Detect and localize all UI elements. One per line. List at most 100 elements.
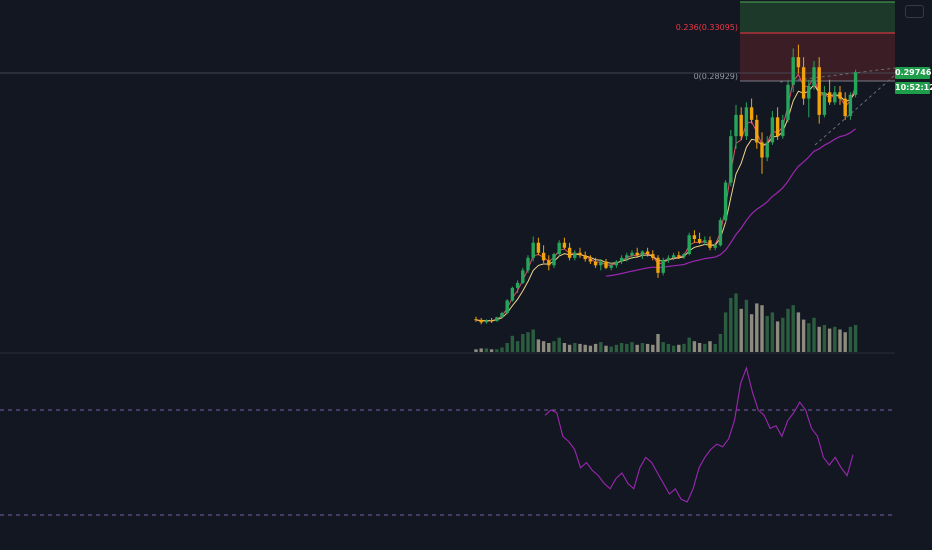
candle-body	[541, 252, 546, 261]
volume-bar	[557, 337, 561, 352]
volume-bar	[807, 323, 811, 352]
volume-bar	[474, 349, 478, 352]
volume-bar	[838, 329, 842, 352]
fib-zone-upper	[740, 2, 895, 33]
volume-bar	[484, 348, 489, 352]
fibonacci-retracement: 0.236(0.33095) 0(0.28929)	[676, 1, 895, 82]
candle-body	[801, 67, 806, 99]
ema-mid-line	[475, 83, 857, 322]
volume-bar	[760, 305, 764, 352]
candle-body	[697, 238, 702, 243]
volume-bar	[822, 325, 827, 352]
fib-label-0236: 0.236(0.33095)	[676, 23, 738, 32]
candle-body	[682, 254, 686, 257]
candle-body	[510, 287, 515, 301]
volume-bar	[692, 341, 697, 352]
moving-averages	[475, 73, 857, 322]
volume-bar	[645, 343, 650, 352]
candle-body	[677, 255, 681, 257]
volume-bar	[521, 334, 525, 352]
volume-bar	[739, 308, 743, 352]
volume-bar	[796, 312, 801, 352]
volume-bar	[599, 342, 603, 352]
volume-bar	[656, 334, 660, 352]
volume-bar	[562, 343, 567, 352]
volume-bar	[682, 343, 686, 352]
volume-bar	[671, 345, 676, 352]
candle-body	[796, 57, 801, 68]
candle-body	[495, 317, 499, 322]
volume-bar	[755, 303, 759, 352]
candle-body	[734, 114, 738, 137]
candle-body	[713, 245, 717, 248]
volume-bar	[567, 344, 572, 352]
rsi-line	[544, 366, 854, 503]
volume-bar	[630, 342, 634, 352]
volume-bar	[505, 343, 509, 352]
candle-body	[791, 57, 795, 85]
candle-body	[770, 117, 775, 143]
candle-body	[593, 261, 598, 266]
candle-body	[755, 119, 759, 143]
chart-settings-button[interactable]	[905, 5, 924, 18]
candle-body	[531, 242, 535, 258]
candle-body	[744, 107, 749, 137]
volume-bar	[677, 344, 681, 352]
candle-body	[838, 92, 842, 99]
volume-bar	[848, 326, 853, 352]
volume-bar	[531, 329, 535, 352]
candle-body	[625, 255, 629, 258]
volume-bar	[687, 337, 691, 352]
candle-body	[588, 259, 593, 262]
candle-body	[781, 119, 785, 137]
trendline-upper	[779, 67, 896, 83]
ema-slow-line	[605, 128, 856, 277]
volume-bar	[541, 341, 546, 352]
volume-bar	[489, 349, 494, 352]
candle-body	[567, 247, 572, 258]
volume-bar	[729, 298, 733, 352]
volume-bar	[697, 343, 702, 352]
volume-bar	[635, 344, 639, 352]
volume-bar	[573, 343, 577, 352]
volume-bar	[781, 317, 785, 352]
candle-body	[723, 182, 728, 221]
candle-body	[604, 261, 608, 268]
candle-body	[807, 86, 811, 99]
volume-bar	[552, 341, 556, 352]
rsi-pane	[0, 366, 895, 516]
candle-body	[843, 98, 847, 117]
volume-bar	[775, 321, 780, 352]
candle-body	[833, 92, 837, 103]
volume-bar	[588, 345, 593, 352]
volume-bar	[765, 316, 769, 352]
candle-body	[827, 92, 832, 103]
candle-body	[812, 67, 816, 87]
volume-bar	[500, 347, 504, 352]
volume-bar	[651, 344, 655, 352]
candle-body	[822, 92, 827, 115]
candle-body	[583, 255, 587, 260]
candle-body	[484, 320, 489, 323]
candle-body	[614, 261, 619, 266]
candle-body	[786, 84, 790, 120]
volume-bar	[604, 345, 608, 352]
candle-body	[474, 319, 478, 321]
candle-body	[536, 242, 541, 253]
candle-body	[749, 107, 754, 120]
candle-body	[729, 136, 733, 183]
volume-bar	[833, 326, 837, 352]
candle-body	[630, 252, 634, 256]
volume-bar	[812, 317, 816, 352]
volume-bar	[609, 346, 613, 352]
candle-body	[500, 312, 504, 318]
volume-bar	[734, 293, 738, 352]
volume-bar	[791, 305, 795, 352]
volume-bar	[526, 332, 530, 352]
volume-bar	[749, 314, 754, 352]
candle-body	[651, 254, 655, 258]
candle-body	[609, 265, 613, 268]
volume-bar	[495, 349, 499, 352]
candle-body	[578, 252, 582, 256]
